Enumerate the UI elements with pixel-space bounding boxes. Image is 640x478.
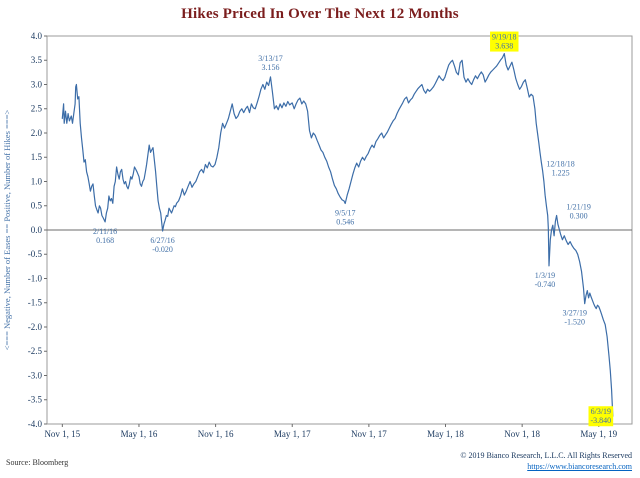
annotation-3-13-17: 3/13/17 3.156 (258, 54, 282, 72)
x-tick-label: Nov 1, 17 (351, 429, 387, 439)
chart-title: Hikes Priced In Over The Next 12 Months (181, 6, 459, 22)
y-tick-label: 3.0 (31, 79, 43, 89)
x-tick-label: Nov 1, 15 (44, 429, 80, 439)
series-line (61, 52, 614, 417)
y-axis: 4.0 3.5 3.0 2.5 2.0 1.5 1.0 0.5 0.0 -0.5 -1.0 -1.5 -… (28, 31, 47, 429)
y-tick-label: -1.0 (28, 273, 43, 283)
annotation-6-27-16: 6/27/16 -0.020 (150, 236, 174, 254)
annotation-label: 12/18/18 1.225 (546, 160, 574, 178)
annotation-highlight (490, 31, 519, 52)
x-tick-label: Nov 1, 16 (198, 429, 234, 439)
website-link[interactable]: https://www.biancoresearch.com (527, 462, 632, 472)
annotation-label: 1/21/19 0.300 (566, 202, 590, 220)
x-tick-label: May 1, 19 (580, 429, 617, 439)
y-tick-label: 2.0 (31, 128, 43, 138)
annotation-label: 1/3/19 -0.740 (535, 271, 556, 289)
y-tick-label: 2.5 (31, 104, 43, 114)
y-tick-label: -2.0 (28, 322, 43, 332)
x-axis: Nov 1, 15 May 1, 16 Nov 1, 16 May 1, 17 Nov … (44, 424, 618, 439)
annotation-6-3-19: 6/3/19 -3.840 (588, 406, 614, 427)
x-tick-label: Nov 1, 18 (504, 429, 540, 439)
y-tick-label: -0.5 (28, 249, 43, 259)
y-tick-label: -1.5 (28, 298, 43, 308)
annotation-label: 3/27/19 -1.520 (563, 309, 587, 327)
annotation-1-21-19: 1/21/19 0.300 (566, 202, 590, 220)
annotation-highlight (588, 406, 614, 427)
y-tick-label: 0.5 (31, 201, 43, 211)
x-tick-label: May 1, 16 (121, 429, 158, 439)
y-tick-label: -3.0 (28, 370, 43, 380)
annotation-label: 6/3/19 -3.840 (591, 407, 612, 425)
annotation-2-11-16: 2/11/16 0.168 (93, 227, 117, 245)
y-tick-label: 3.5 (31, 55, 43, 65)
y-tick-label: -3.5 (28, 395, 43, 405)
copyright: © 2019 Bianco Research, L.L.C. All Right… (460, 451, 632, 461)
x-tick-label: May 1, 18 (427, 429, 464, 439)
annotation-label: 9/5/17 0.546 (335, 209, 355, 227)
source-note: Source: Bloomberg (6, 458, 69, 467)
y-tick-label: 1.5 (31, 152, 43, 162)
y-axis-title: <=== Negative, Number of Eases == Positi… (2, 110, 12, 351)
y-tick-label: 4.0 (31, 31, 43, 41)
y-tick-label: -2.5 (28, 346, 43, 356)
y-tick-label: 0.0 (31, 225, 43, 235)
annotation-label: 9/19/18 3.638 (492, 33, 516, 51)
annotation-label: 2/11/16 0.168 (93, 227, 117, 245)
annotation-3-27-19: 3/27/19 -1.520 (563, 309, 587, 327)
y-tick-label: -4.0 (28, 419, 43, 429)
annotation-9-5-17: 9/5/17 0.546 (335, 209, 355, 227)
annotation-1-3-19: 1/3/19 -0.740 (535, 271, 556, 289)
x-tick-label: May 1, 17 (274, 429, 311, 439)
annotation-9-19-18: 9/19/18 3.638 (490, 31, 519, 52)
annotation-label: 3/13/17 3.156 (258, 54, 282, 72)
annotation-label: 6/27/16 -0.020 (150, 236, 174, 254)
footer-credits: © 2019 Bianco Research, L.L.C. All Right… (460, 451, 632, 473)
annotation-12-18-18: 12/18/18 1.225 (546, 160, 574, 178)
y-tick-label: 1.0 (31, 176, 43, 186)
